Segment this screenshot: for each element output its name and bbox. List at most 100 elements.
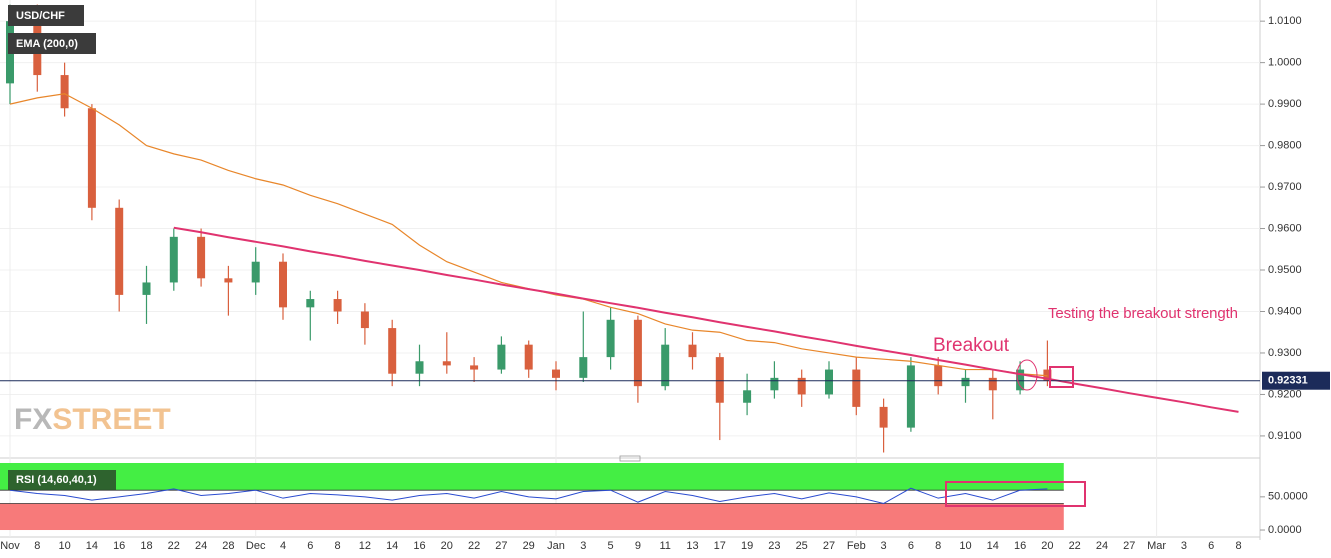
candle-body bbox=[251, 261, 260, 283]
x-tick-label: 10 bbox=[959, 540, 971, 552]
x-tick-label: 27 bbox=[495, 540, 507, 552]
x-tick-label: 14 bbox=[386, 540, 398, 552]
x-tick-label: 23 bbox=[768, 540, 780, 552]
x-tick-label: 8 bbox=[335, 540, 341, 552]
y-tick-label: 0.0000 bbox=[1268, 524, 1302, 536]
candle-body bbox=[825, 369, 833, 395]
x-tick-label: 6 bbox=[1208, 540, 1214, 552]
y-tick-label: 0.9500 bbox=[1268, 264, 1302, 276]
logo-fx: FX bbox=[14, 403, 52, 436]
candle-body bbox=[934, 365, 943, 387]
annotation: Testing the breakout strength bbox=[1048, 305, 1238, 322]
x-tick-label: Dec bbox=[246, 540, 266, 552]
x-tick-label: 11 bbox=[659, 540, 670, 552]
overbought-band bbox=[0, 463, 1064, 491]
x-tick-label: 5 bbox=[608, 540, 614, 552]
candle-body bbox=[797, 377, 806, 395]
candle-body bbox=[415, 361, 424, 374]
x-tick-label: 4 bbox=[280, 540, 286, 552]
candle-body bbox=[715, 357, 724, 403]
candle-body bbox=[552, 369, 560, 378]
rsi-box bbox=[8, 470, 116, 490]
rsi-line bbox=[9, 487, 1048, 505]
candle-body bbox=[197, 236, 206, 279]
y-tick-label: 0.9100 bbox=[1268, 430, 1302, 442]
x-tick-label: 6 bbox=[307, 540, 313, 552]
logo-street: STREET bbox=[52, 403, 170, 436]
x-tick-label: 8 bbox=[34, 540, 40, 552]
candle-body bbox=[770, 377, 779, 391]
x-tick-label: 3 bbox=[1181, 540, 1187, 552]
candle-body bbox=[60, 75, 69, 109]
candle-body bbox=[633, 319, 642, 387]
candle-body bbox=[87, 108, 96, 208]
x-tick-label: 14 bbox=[86, 540, 98, 552]
y-tick-label: 1.0100 bbox=[1268, 15, 1302, 27]
candle-body bbox=[442, 361, 451, 366]
pane-handle[interactable] bbox=[619, 455, 641, 462]
candle-body bbox=[852, 369, 861, 407]
candle-body bbox=[497, 344, 506, 370]
y-tick-label: 1.0000 bbox=[1268, 57, 1302, 69]
x-tick-label: 17 bbox=[714, 540, 726, 552]
candle-body bbox=[661, 344, 670, 387]
y-tick-label: 0.9700 bbox=[1268, 181, 1302, 193]
plot: 0.9100 0.9200 0.9300 0.9400 0.9500 0.9600 0.97… bbox=[0, 0, 1308, 552]
candle-body bbox=[879, 406, 888, 428]
candle-body bbox=[988, 377, 997, 391]
y-tick-label: 0.9300 bbox=[1268, 347, 1302, 359]
x-tick-label: 16 bbox=[113, 540, 125, 552]
highlight-box bbox=[1049, 366, 1074, 388]
x-tick-label: 12 bbox=[359, 540, 371, 552]
x-tick-label: 8 bbox=[935, 540, 941, 552]
candle-body bbox=[961, 377, 970, 387]
x-tick-label: 20 bbox=[1041, 540, 1053, 552]
candle-body bbox=[906, 365, 915, 428]
candle-body bbox=[579, 357, 588, 378]
annotation: Breakout bbox=[933, 335, 1010, 356]
x-tick-label: 10 bbox=[58, 540, 70, 552]
x-tick-label: 3 bbox=[881, 540, 887, 552]
y-tick-label: 50.0000 bbox=[1268, 491, 1308, 503]
x-tick-label: 6 bbox=[908, 540, 914, 552]
candle-body bbox=[388, 328, 397, 374]
legend-ema: EMA (200,0) bbox=[16, 38, 78, 50]
symbol-box bbox=[8, 5, 84, 26]
x-tick-label: 22 bbox=[1069, 540, 1081, 552]
candle-body bbox=[115, 207, 124, 295]
candle-body bbox=[333, 299, 342, 312]
candle-body bbox=[224, 278, 233, 283]
x-tick-label: 20 bbox=[441, 540, 453, 552]
candle-body bbox=[1016, 369, 1025, 391]
x-tick-label: 29 bbox=[523, 540, 535, 552]
candle-body bbox=[470, 365, 479, 370]
x-tick-label: 16 bbox=[413, 540, 425, 552]
current-price-box bbox=[1262, 371, 1330, 390]
rsi-title: RSI (14,60,40,1) bbox=[16, 474, 97, 486]
x-tick-label: 24 bbox=[1096, 540, 1108, 552]
x-tick-label: 9 bbox=[635, 540, 641, 552]
x-tick-label: Mar bbox=[1147, 540, 1166, 552]
x-tick-label: 19 bbox=[741, 540, 753, 552]
x-tick-label: 27 bbox=[823, 540, 835, 552]
x-tick-label: 24 bbox=[195, 540, 207, 552]
y-tick-label: 0.9200 bbox=[1268, 388, 1302, 400]
candle-body bbox=[688, 344, 697, 358]
x-tick-label: 22 bbox=[168, 540, 180, 552]
symbol: USD/CHF bbox=[16, 10, 65, 22]
x-tick-label: 13 bbox=[686, 540, 698, 552]
x-tick-label: 16 bbox=[1014, 540, 1026, 552]
candle-body bbox=[142, 282, 151, 295]
highlight-circle bbox=[1016, 359, 1038, 391]
candle-body bbox=[524, 344, 533, 370]
y-tick-label: 0.9900 bbox=[1268, 98, 1302, 110]
logo: FXSTREET bbox=[14, 403, 171, 436]
candle-body bbox=[279, 261, 287, 308]
oversold-band bbox=[0, 503, 1064, 531]
x-tick-label: Feb bbox=[847, 540, 866, 552]
candle-body bbox=[606, 319, 615, 358]
highlight-box bbox=[945, 481, 1086, 507]
candle-body bbox=[743, 390, 752, 403]
x-tick-label: 22 bbox=[468, 540, 480, 552]
